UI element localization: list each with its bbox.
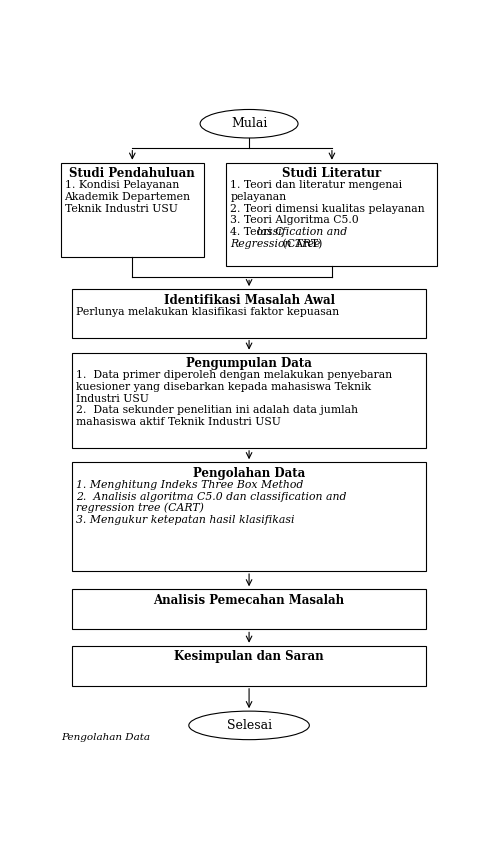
Text: 2.  Data sekunder penelitian ini adalah data jumlah: 2. Data sekunder penelitian ini adalah d… [76,405,358,415]
Text: Regression Tree: Regression Tree [230,238,320,248]
Text: 1. Teori dan literatur mengenai: 1. Teori dan literatur mengenai [230,180,402,190]
Text: Pengumpulan Data: Pengumpulan Data [186,357,312,370]
Text: Identifikasi Masalah Awal: Identifikasi Masalah Awal [164,294,334,306]
FancyBboxPatch shape [72,462,426,571]
Text: 3. Teori Algoritma C5.0: 3. Teori Algoritma C5.0 [230,216,359,226]
FancyBboxPatch shape [72,589,426,630]
Text: (CART): (CART) [279,238,323,249]
FancyBboxPatch shape [226,163,437,266]
Text: mahasiswa aktif Teknik Industri USU: mahasiswa aktif Teknik Industri USU [76,417,281,427]
Text: Pengolahan Data: Pengolahan Data [61,733,150,742]
Text: Teknik Industri USU: Teknik Industri USU [65,204,177,214]
Text: Pengolahan Data: Pengolahan Data [193,466,305,480]
Text: pelayanan: pelayanan [230,192,286,202]
Text: Analisis Pemecahan Masalah: Analisis Pemecahan Masalah [154,594,345,607]
Text: Studi Literatur: Studi Literatur [282,168,382,180]
Text: 2.  Analisis algoritma C5.0 dan classification and: 2. Analisis algoritma C5.0 dan classific… [76,492,347,502]
Ellipse shape [200,109,298,138]
Text: Akademik Departemen: Akademik Departemen [65,192,191,202]
Text: 1. Menghitung Indeks Three Box Method: 1. Menghitung Indeks Three Box Method [76,480,303,490]
Text: Industri USU: Industri USU [76,393,149,403]
Text: Kesimpulan dan Saran: Kesimpulan dan Saran [174,650,324,663]
Text: 1. Kondisi Pelayanan: 1. Kondisi Pelayanan [65,180,179,190]
Text: kuesioner yang disebarkan kepada mahasiswa Teknik: kuesioner yang disebarkan kepada mahasis… [76,382,371,392]
Text: Selesai: Selesai [226,719,272,732]
Text: 2. Teori dimensi kualitas pelayanan: 2. Teori dimensi kualitas pelayanan [230,204,425,214]
Text: 1.  Data primer diperoleh dengan melakukan penyebaran: 1. Data primer diperoleh dengan melakuka… [76,370,392,381]
FancyBboxPatch shape [72,646,426,686]
Ellipse shape [189,711,310,739]
Text: Mulai: Mulai [231,117,267,131]
Text: regression tree (CART): regression tree (CART) [76,503,204,514]
Text: lassification and: lassification and [258,227,347,237]
Text: Perlunya melakukan klasifikasi faktor kepuasan: Perlunya melakukan klasifikasi faktor ke… [76,306,339,317]
FancyBboxPatch shape [61,163,204,257]
FancyBboxPatch shape [72,289,426,338]
FancyBboxPatch shape [72,353,426,448]
Text: Studi Pendahuluan: Studi Pendahuluan [69,168,195,180]
Text: 3. Mengukur ketepatan hasil klasifikasi: 3. Mengukur ketepatan hasil klasifikasi [76,514,295,525]
Text: 4. Teori C: 4. Teori C [230,227,284,237]
